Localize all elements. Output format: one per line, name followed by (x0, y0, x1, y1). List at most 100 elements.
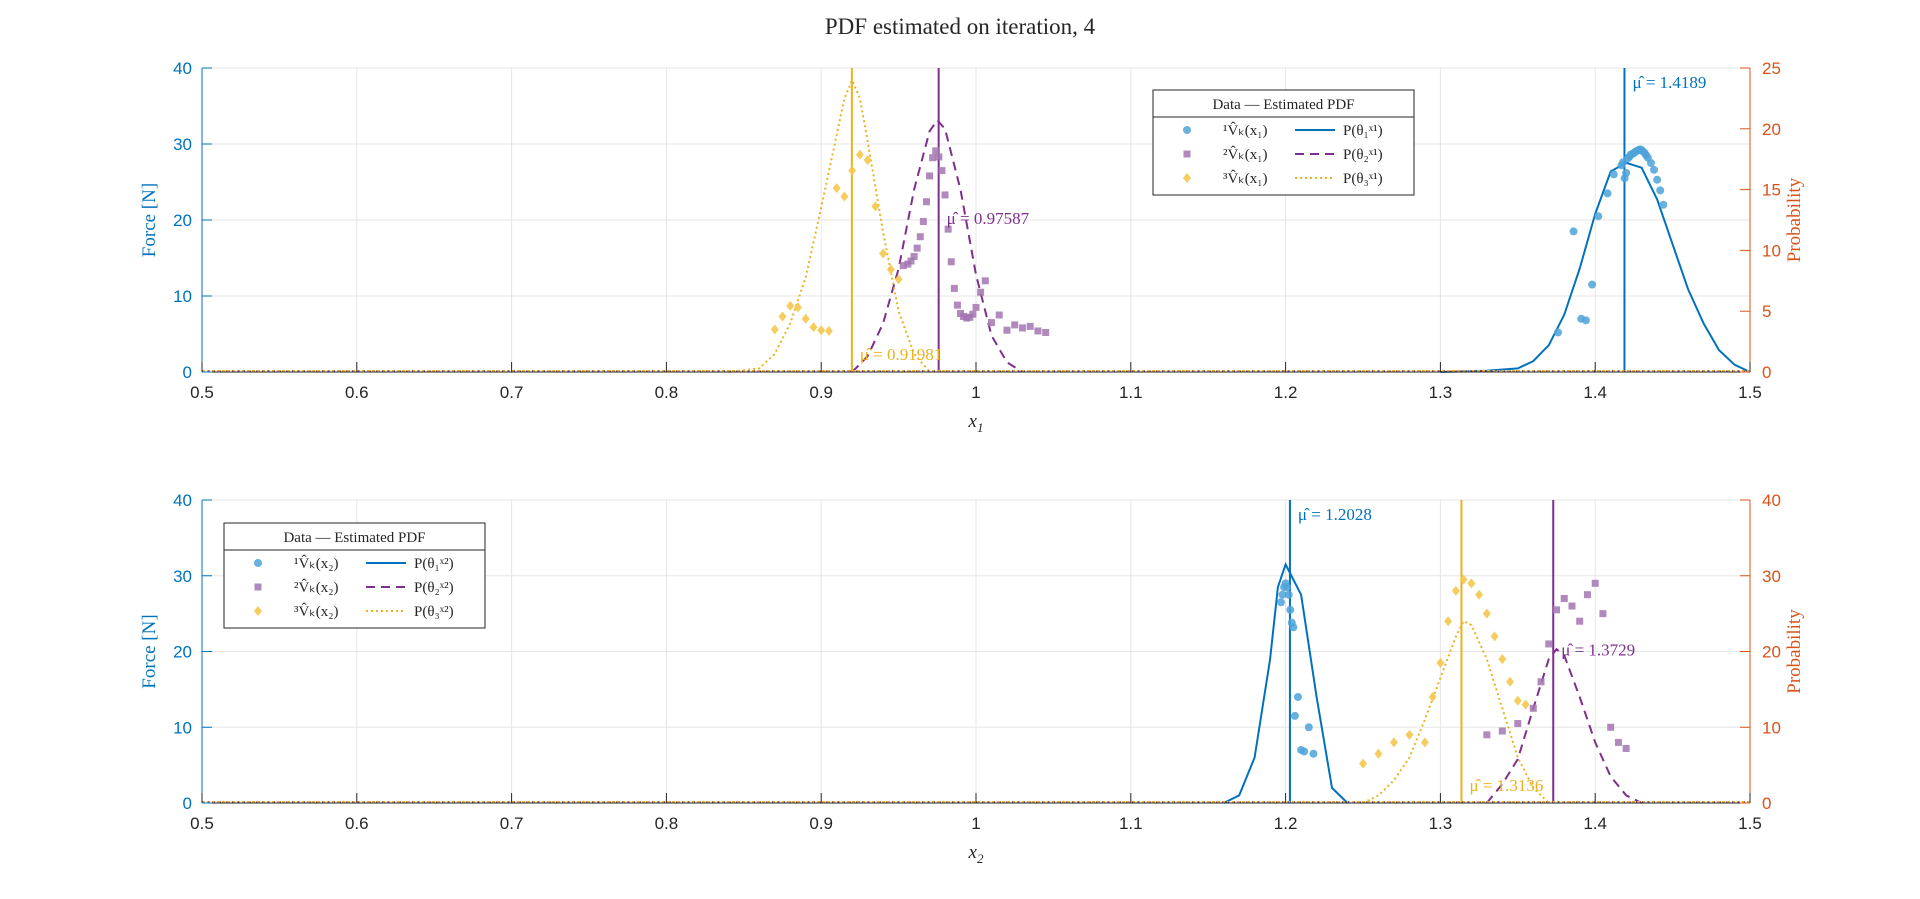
legend: Data — Estimated PDF ¹V̂ₖ(x₂) P(θ₁ˣ²) ²V̂ₖ(… (223, 522, 486, 629)
legend-pdf-label: P(θ₁ˣ¹) (1343, 123, 1383, 139)
data-point-2 (1622, 744, 1630, 752)
legend-marker-3 (1183, 173, 1191, 183)
data-point-1 (1554, 328, 1563, 337)
data-point-2 (1576, 617, 1584, 625)
data-point-1 (1300, 747, 1309, 756)
data-point-2 (1003, 326, 1011, 334)
data-point-2 (981, 277, 989, 285)
x-axis-label: x2 (968, 842, 984, 866)
data-point-3 (886, 264, 895, 275)
data-point-1 (1286, 605, 1295, 614)
mean-label-3: μ̂ = 1.3136 (1469, 776, 1543, 795)
data-point-2 (1042, 328, 1050, 336)
data-point-2 (941, 191, 949, 199)
data-point-1 (1276, 598, 1285, 607)
data-point-3 (863, 154, 872, 165)
y-right-tick-label: 20 (1762, 643, 1781, 662)
data-point-1 (1283, 583, 1292, 592)
x-tick-label: 0.8 (655, 383, 679, 402)
legend-data-label: ²V̂ₖ(x₁) (1223, 146, 1267, 163)
legend-pdf-label: P(θ₁ˣ²) (414, 556, 454, 572)
data-point-3 (1436, 657, 1445, 668)
data-point-3 (1374, 748, 1383, 759)
legend-marker-3 (254, 606, 262, 616)
data-point-2 (1591, 579, 1599, 587)
y-left-tick-label: 30 (173, 567, 192, 586)
mean-label-2: μ̂ = 1.3729 (1561, 641, 1635, 660)
y-left-tick-label: 0 (183, 363, 192, 382)
data-point-3 (1405, 729, 1414, 740)
data-point-3 (1428, 691, 1437, 702)
y-right-tick-label: 15 (1762, 181, 1781, 200)
data-point-2 (953, 301, 961, 309)
y-right-tick-label: 0 (1762, 794, 1771, 813)
mean-label-1: μ̂ = 1.2028 (1298, 505, 1372, 524)
data-point-2 (1034, 327, 1042, 335)
data-point-2 (1026, 322, 1034, 330)
data-point-3 (1459, 574, 1468, 585)
data-point-2 (932, 147, 940, 155)
data-point-1 (1289, 623, 1298, 632)
data-point-2 (935, 153, 943, 161)
x-tick-label: 0.7 (500, 814, 524, 833)
data-point-1 (1293, 692, 1302, 701)
mean-label-1: μ̂ = 1.4189 (1632, 73, 1706, 92)
y-right-tick-label: 25 (1762, 59, 1781, 78)
data-point-2 (1018, 324, 1026, 332)
data-point-2 (1498, 727, 1506, 735)
data-point-2 (944, 225, 952, 233)
legend-box (1152, 89, 1415, 196)
data-point-2 (987, 319, 995, 327)
legend-marker-1 (254, 559, 262, 567)
data-point-3 (824, 325, 833, 336)
pdf-curve-2 (1486, 647, 1643, 804)
y-right-tick-label: 40 (1762, 491, 1781, 510)
data-point-3 (786, 300, 795, 311)
x-tick-label: 1.5 (1738, 814, 1762, 833)
data-point-3 (1521, 699, 1530, 710)
legend-pdf-label: P(θ₂ˣ¹) (1343, 147, 1383, 163)
data-point-1 (1646, 159, 1655, 167)
y-right-tick-label: 0 (1762, 363, 1771, 382)
x-tick-label: 0.5 (190, 383, 214, 402)
y-right-tick-label: 10 (1762, 241, 1781, 260)
data-point-2 (1599, 610, 1607, 618)
y-left-tick-label: 40 (173, 59, 192, 78)
x-axis-label: x1 (968, 411, 984, 435)
data-point-2 (913, 244, 921, 252)
data-point-1 (1650, 165, 1659, 174)
data-point-3 (770, 324, 779, 335)
data-point-2 (926, 172, 934, 180)
legend-title: Data — Estimated PDF (1212, 97, 1354, 113)
data-point-2 (907, 257, 915, 265)
data-point-2 (1583, 591, 1591, 599)
x-tick-label: 1 (971, 814, 980, 833)
data-point-1 (1603, 189, 1612, 198)
x-tick-label: 1.1 (1119, 383, 1143, 402)
mean-label-3: μ̂ = 0.91981 (860, 345, 942, 364)
data-point-1 (1588, 280, 1597, 289)
legend-data-label: ¹V̂ₖ(x₁) (1223, 122, 1267, 139)
x-tick-label: 1.1 (1119, 814, 1143, 833)
subplot-2: 0.5 0.6 0.7 0.8 0.9 1 1.1 1.2 1.3 1.4 1.5010203040… (139, 491, 1805, 866)
x-tick-label: 1.2 (1274, 383, 1298, 402)
data-point-3 (1389, 737, 1398, 748)
legend-pdf-label: P(θ₂ˣ²) (414, 580, 454, 596)
legend-data-label: ³V̂ₖ(x₂) (294, 603, 338, 620)
data-point-1 (1304, 723, 1313, 732)
x-tick-label: 1 (971, 383, 980, 402)
data-point-3 (801, 313, 810, 324)
legend-data-label: ¹V̂ₖ(x₂) (294, 555, 338, 572)
y-right-tick-label: 20 (1762, 120, 1781, 139)
data-point-3 (879, 248, 888, 259)
data-point-1 (1622, 168, 1631, 177)
data-point-3 (832, 183, 841, 194)
data-point-3 (1444, 616, 1453, 627)
data-point-3 (1359, 758, 1367, 769)
y-right-axis-label: Probability (1784, 609, 1805, 694)
data-point-3 (817, 325, 826, 336)
data-point-2 (977, 288, 985, 296)
data-point-1 (1278, 590, 1287, 599)
data-point-3 (778, 311, 787, 322)
